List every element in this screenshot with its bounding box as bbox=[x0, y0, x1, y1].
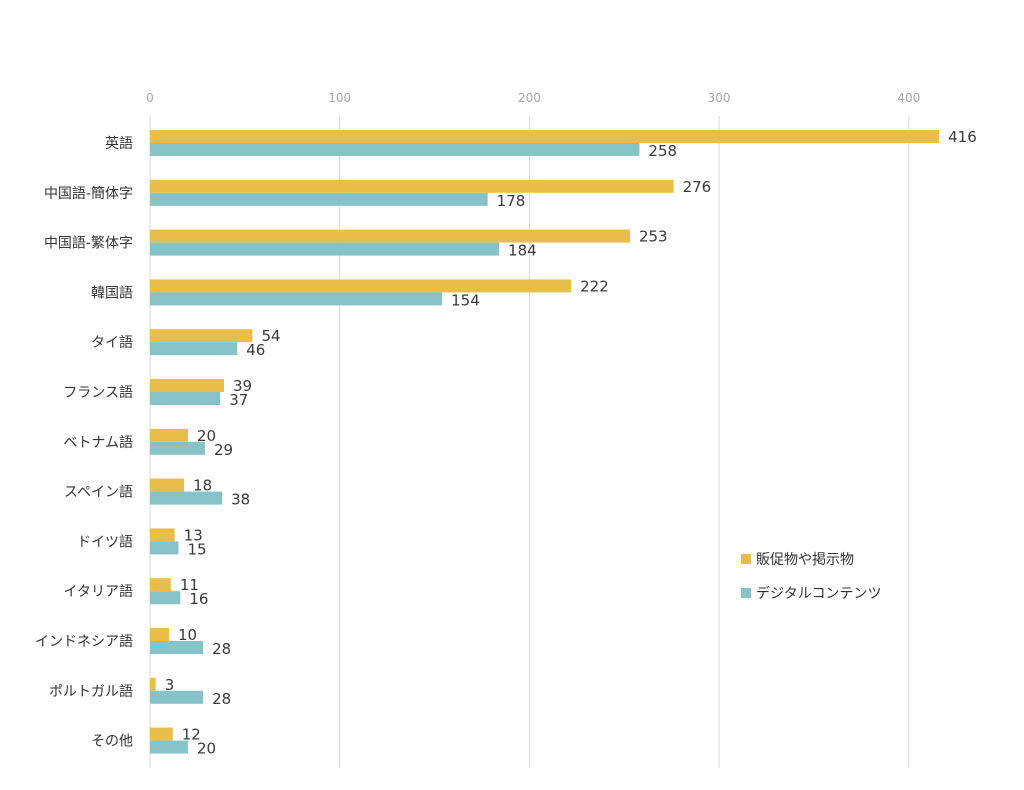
category-label: イタリア語 bbox=[64, 584, 133, 600]
category-label: 韓国語 bbox=[91, 285, 133, 301]
data-label: 39 bbox=[233, 377, 252, 395]
x-tick-label: 0 bbox=[146, 91, 154, 105]
x-axis-ticks: 0 100 200 300 400 bbox=[146, 91, 920, 105]
bar bbox=[150, 428, 188, 442]
data-label: 11 bbox=[180, 576, 199, 594]
data-label: 253 bbox=[639, 228, 668, 246]
category-label: タイ語 bbox=[91, 335, 133, 351]
data-label: 37 bbox=[229, 391, 248, 409]
data-label: 16 bbox=[189, 590, 208, 608]
category-label: ベトナム語 bbox=[63, 435, 133, 451]
legend-label: 販促物や掲示物 bbox=[756, 552, 854, 568]
data-label: 18 bbox=[193, 477, 212, 495]
data-label: 178 bbox=[497, 192, 526, 210]
bars bbox=[150, 130, 940, 754]
data-label: 20 bbox=[197, 740, 216, 758]
bar bbox=[150, 478, 185, 492]
data-label: 3 bbox=[165, 676, 175, 694]
category-label: 中国語-繁体字 bbox=[44, 236, 133, 252]
bar bbox=[150, 591, 181, 605]
data-label: 258 bbox=[648, 142, 677, 160]
category-label: その他 bbox=[91, 734, 133, 750]
gridlines bbox=[149, 116, 910, 768]
data-label: 154 bbox=[451, 291, 480, 309]
category-label: インドネシア語 bbox=[35, 634, 133, 650]
category-label: 中国語-簡体字 bbox=[44, 186, 133, 202]
data-label: 20 bbox=[197, 427, 216, 445]
bar bbox=[150, 379, 224, 392]
bar bbox=[150, 329, 253, 343]
legend-swatch bbox=[741, 588, 751, 598]
data-label: 12 bbox=[182, 726, 201, 744]
x-tick-label: 200 bbox=[518, 91, 541, 105]
bar bbox=[150, 441, 206, 455]
bar bbox=[150, 541, 179, 555]
bar bbox=[150, 392, 221, 405]
bar bbox=[150, 242, 500, 256]
data-label: 29 bbox=[214, 441, 233, 459]
bar bbox=[150, 677, 156, 691]
bar bbox=[150, 528, 175, 542]
legend-label: デジタルコンテンツ bbox=[756, 585, 881, 602]
bar bbox=[150, 690, 204, 704]
x-tick-label: 400 bbox=[897, 91, 920, 105]
bar bbox=[150, 130, 940, 143]
x-tick-label: 100 bbox=[328, 91, 351, 105]
category-labels: 英語中国語-簡体字中国語-繁体字韓国語タイ語フランス語ベトナム語スペイン語ドイツ… bbox=[35, 135, 133, 750]
bar bbox=[150, 292, 443, 306]
bar bbox=[150, 578, 171, 592]
bar bbox=[150, 192, 488, 206]
category-label: スペイン語 bbox=[64, 485, 133, 501]
bar bbox=[150, 279, 572, 293]
bar bbox=[150, 342, 238, 356]
data-label: 276 bbox=[683, 178, 712, 196]
legend-swatch bbox=[741, 554, 751, 564]
data-label: 10 bbox=[178, 626, 197, 644]
bar bbox=[150, 491, 223, 505]
bar bbox=[150, 740, 188, 754]
data-label: 46 bbox=[246, 341, 265, 359]
x-tick-label: 300 bbox=[708, 91, 731, 105]
data-label: 28 bbox=[212, 690, 231, 708]
category-label: 英語 bbox=[105, 135, 133, 152]
data-label: 54 bbox=[261, 327, 280, 345]
bar bbox=[150, 628, 169, 641]
category-label: ドイツ語 bbox=[77, 534, 133, 550]
data-label: 416 bbox=[948, 128, 977, 146]
bar bbox=[150, 641, 204, 654]
data-label: 13 bbox=[184, 526, 203, 544]
category-label: フランス語 bbox=[63, 385, 133, 401]
bar bbox=[150, 727, 173, 741]
data-label: 28 bbox=[212, 640, 231, 658]
bar bbox=[150, 179, 674, 193]
data-label: 38 bbox=[231, 491, 250, 509]
data-label: 184 bbox=[508, 242, 537, 260]
data-labels: 4162582761782531842221545446393720291838… bbox=[165, 128, 977, 758]
bar bbox=[150, 229, 630, 243]
data-label: 15 bbox=[187, 540, 206, 558]
category-label: ポルトガル語 bbox=[49, 684, 133, 700]
bar bbox=[150, 143, 640, 156]
data-label: 222 bbox=[580, 277, 609, 295]
